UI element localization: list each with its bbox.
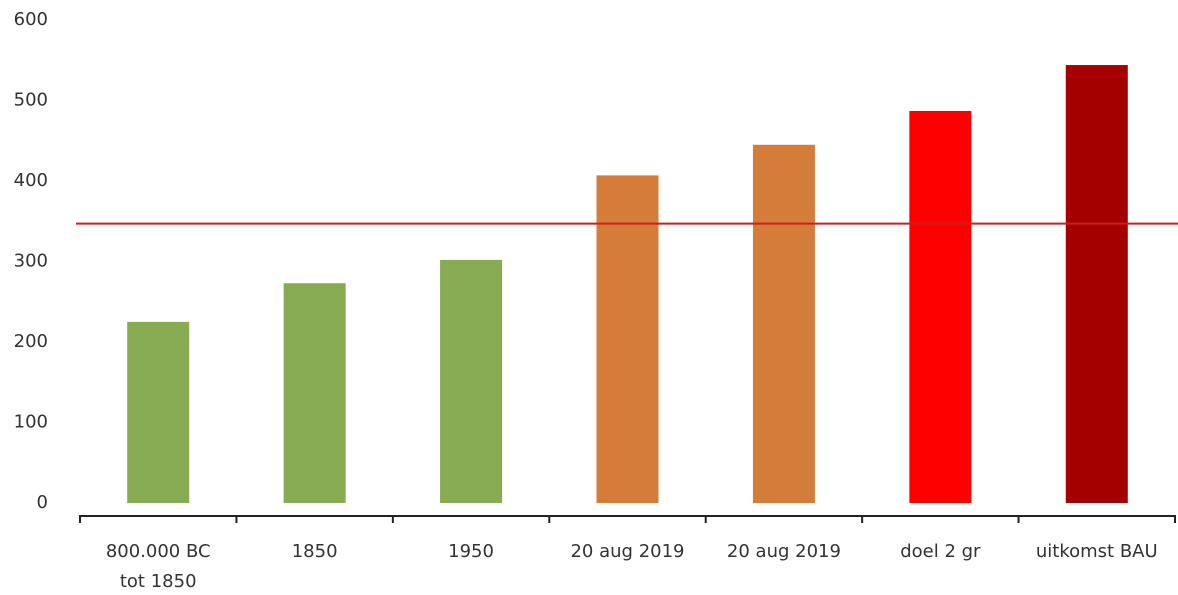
y-tick-label: 400: [14, 170, 48, 191]
x-tick-label: 1850: [291, 541, 338, 562]
bar: [1065, 65, 1128, 503]
x-tick-label: uitkomst BAU: [1035, 541, 1158, 562]
x-tick-label: doel 2 gr: [900, 541, 981, 562]
y-tick-label: 200: [14, 331, 48, 352]
x-tick-label: 20 aug 2019: [570, 541, 685, 562]
bar: [283, 283, 346, 503]
bar: [909, 110, 972, 503]
y-tick-label: 600: [14, 9, 48, 30]
bar: [596, 175, 659, 504]
y-tick-label: 100: [14, 412, 48, 433]
x-tick-label: 800.000 BC tot 1850: [105, 541, 211, 592]
y-tick-label: 0: [37, 492, 48, 513]
bar: [752, 144, 815, 503]
y-tick-label: 300: [14, 251, 48, 272]
bar: [440, 259, 503, 503]
bar: [127, 321, 190, 503]
y-tick-label: 500: [14, 90, 48, 111]
x-tick-label: 20 aug 2019: [726, 541, 841, 562]
x-tick-label: 1950: [448, 541, 494, 562]
